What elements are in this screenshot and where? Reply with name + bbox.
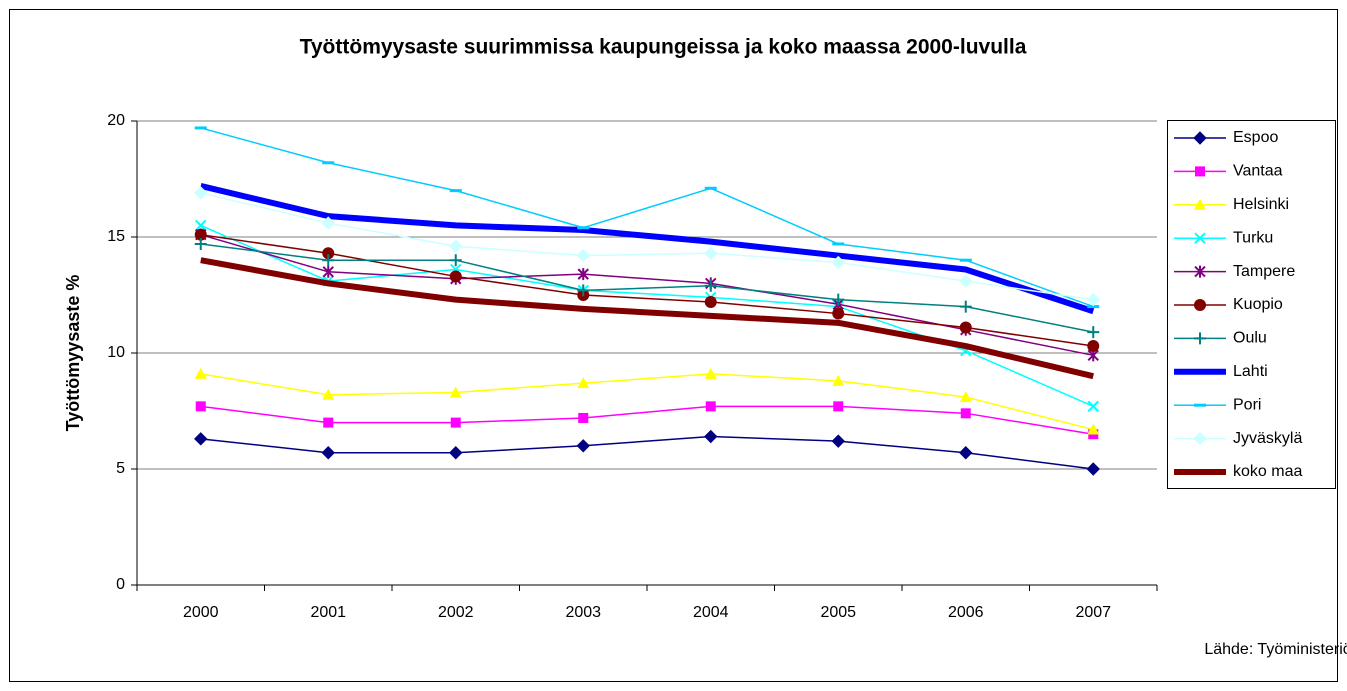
marker	[577, 377, 590, 389]
marker	[449, 239, 463, 253]
series-line	[200, 435, 1094, 470]
marker	[832, 293, 845, 306]
marker	[1194, 299, 1206, 311]
series-line	[200, 243, 1094, 333]
legend-label: Espoo	[1233, 129, 1278, 146]
legend-label: Turku	[1233, 229, 1273, 246]
x-tick-label: 2005	[820, 604, 856, 621]
series-line	[200, 127, 1094, 308]
marker	[321, 216, 335, 230]
marker	[450, 417, 461, 428]
x-tick-label: 2003	[565, 604, 601, 621]
marker	[322, 388, 335, 400]
marker	[831, 255, 845, 270]
legend-label: Oulu	[1233, 330, 1267, 347]
marker	[194, 228, 207, 241]
x-tick-label: 2002	[438, 604, 474, 621]
marker	[194, 186, 208, 200]
series-line	[200, 183, 1095, 315]
x-tick-label: 2007	[1075, 604, 1111, 621]
x-tick-label: 2006	[948, 604, 984, 621]
marker	[576, 248, 590, 263]
marker	[704, 246, 718, 260]
marker	[449, 270, 462, 283]
marker	[323, 417, 334, 428]
legend-label: Kuopio	[1233, 296, 1283, 313]
marker	[832, 374, 845, 386]
y-tick-label: 15	[107, 228, 125, 245]
marker	[1194, 265, 1206, 278]
series-line	[200, 405, 1094, 435]
marker	[578, 412, 589, 423]
legend-label: Jyväskylä	[1233, 430, 1302, 447]
marker	[449, 386, 462, 398]
marker	[1087, 423, 1100, 435]
marker	[449, 446, 463, 460]
marker	[195, 219, 207, 232]
y-tick-label: 10	[107, 344, 125, 361]
series-line	[200, 373, 1094, 431]
marker	[959, 274, 973, 288]
marker	[1194, 232, 1206, 244]
x-tick-label: 2000	[183, 604, 219, 621]
marker	[1194, 198, 1206, 210]
series-line	[200, 233, 1094, 347]
marker	[960, 408, 971, 419]
y-axis-label: Työttömyysaste %	[63, 275, 83, 432]
y-tick-label: 5	[116, 460, 125, 477]
marker	[322, 247, 335, 260]
marker	[321, 446, 335, 460]
marker	[704, 367, 717, 379]
legend-label: Helsinki	[1233, 196, 1289, 213]
marker	[322, 254, 335, 267]
marker	[959, 446, 973, 460]
marker	[1193, 431, 1207, 446]
x-tick-label: 2004	[693, 604, 729, 621]
marker	[704, 429, 718, 444]
series-line	[200, 257, 1094, 380]
marker	[194, 237, 207, 250]
marker	[449, 254, 462, 267]
series-line	[200, 192, 1094, 301]
marker	[194, 432, 208, 446]
legend-label: Vantaa	[1233, 163, 1283, 180]
x-tick-label: 2001	[310, 604, 346, 621]
marker	[1087, 400, 1099, 413]
marker	[1194, 332, 1206, 345]
marker	[1087, 326, 1100, 339]
marker	[833, 401, 844, 412]
marker	[1086, 462, 1100, 476]
legend-label: Pori	[1233, 396, 1261, 413]
source-note: Lähde: Työministeriö	[1204, 641, 1347, 658]
marker	[1086, 292, 1100, 307]
marker	[194, 367, 207, 379]
chart-title: Työttömyysaste suurimmissa kaupungeissa …	[300, 36, 1027, 59]
legend-label: Lahti	[1233, 363, 1268, 380]
y-tick-label: 20	[107, 112, 125, 129]
marker	[322, 265, 334, 278]
y-tick-label: 0	[116, 576, 125, 593]
marker	[832, 307, 845, 320]
marker	[1193, 131, 1207, 145]
marker	[195, 401, 206, 412]
marker	[959, 391, 972, 403]
marker	[704, 279, 717, 292]
marker	[959, 300, 972, 313]
marker	[577, 284, 590, 297]
marker	[1195, 166, 1205, 177]
legend-label: Tampere	[1233, 263, 1295, 280]
marker	[705, 401, 716, 412]
marker	[576, 439, 590, 453]
marker	[577, 268, 589, 281]
legend-label: koko maa	[1233, 463, 1302, 480]
marker	[959, 321, 972, 334]
chart-border	[9, 9, 1338, 682]
marker	[831, 434, 845, 448]
marker	[1087, 340, 1100, 353]
marker	[704, 295, 717, 308]
